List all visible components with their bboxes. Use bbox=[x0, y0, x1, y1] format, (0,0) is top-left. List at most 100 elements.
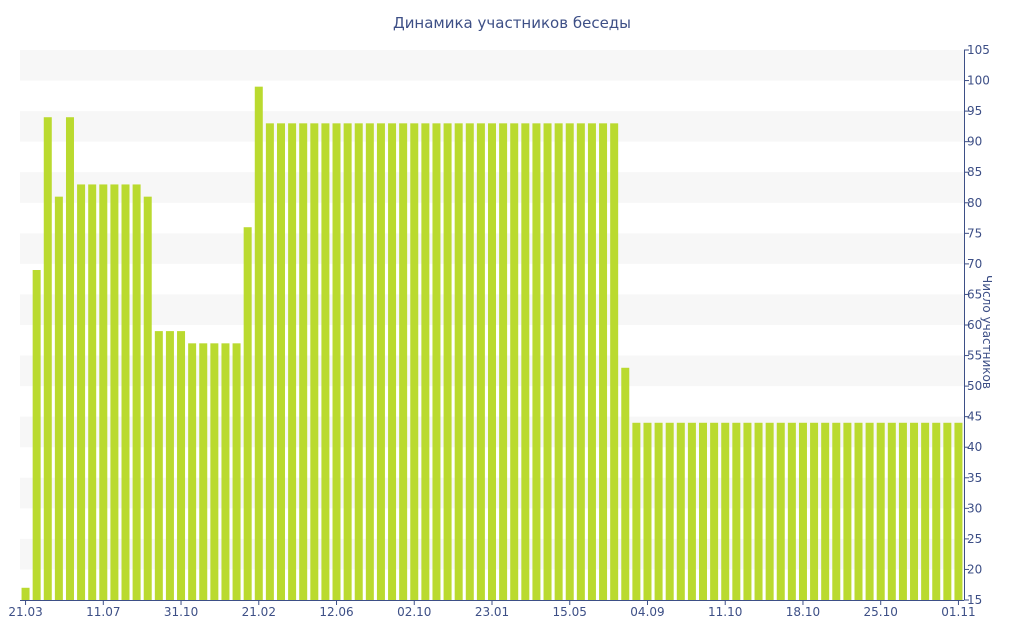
bar bbox=[332, 123, 341, 600]
bar bbox=[88, 184, 97, 600]
y-tick-label: 20 bbox=[967, 562, 982, 576]
bar bbox=[643, 422, 652, 600]
bar bbox=[310, 123, 319, 600]
bar bbox=[810, 422, 819, 600]
bar bbox=[276, 123, 285, 600]
bar bbox=[132, 184, 141, 600]
bar bbox=[221, 343, 230, 600]
bar bbox=[499, 123, 508, 600]
bar bbox=[488, 123, 496, 600]
x-tick-label: 01.11 bbox=[941, 605, 975, 619]
y-tick-label: 65 bbox=[967, 287, 982, 301]
y-tick-label: 95 bbox=[967, 104, 982, 118]
x-tick-label: 21.03 bbox=[8, 605, 42, 619]
bar bbox=[476, 123, 485, 600]
y-tick-label: 45 bbox=[967, 410, 982, 424]
x-tick-label: 31.10 bbox=[164, 605, 198, 619]
bar bbox=[154, 331, 163, 600]
bar bbox=[910, 422, 919, 600]
bar bbox=[232, 343, 241, 600]
bar bbox=[399, 123, 408, 600]
bar bbox=[254, 86, 263, 601]
x-tick-label: 11.07 bbox=[86, 605, 120, 619]
y-tick-label: 90 bbox=[967, 135, 982, 149]
bar bbox=[43, 117, 52, 600]
bar bbox=[421, 123, 430, 600]
bar bbox=[188, 343, 197, 600]
x-tick-label: 18.10 bbox=[786, 605, 820, 619]
bar bbox=[865, 422, 874, 600]
bar bbox=[721, 422, 730, 600]
bar bbox=[943, 422, 952, 600]
bar bbox=[432, 123, 441, 600]
bar bbox=[565, 123, 574, 600]
bar bbox=[532, 123, 541, 600]
bar bbox=[610, 123, 619, 600]
bar bbox=[410, 123, 419, 600]
bar bbox=[177, 331, 186, 600]
bar bbox=[165, 331, 174, 600]
y-tick-label: 35 bbox=[967, 471, 982, 485]
bar bbox=[765, 422, 774, 600]
y-tick-label: 25 bbox=[967, 532, 982, 546]
x-tick-label: 12.06 bbox=[319, 605, 353, 619]
y-tick-label: 100 bbox=[967, 74, 990, 88]
bar bbox=[587, 123, 596, 600]
bar bbox=[732, 422, 741, 600]
bar bbox=[821, 422, 830, 600]
bar bbox=[543, 123, 552, 600]
bar bbox=[65, 117, 74, 600]
bar bbox=[265, 123, 274, 600]
y-tick-label: 60 bbox=[967, 318, 982, 332]
bar bbox=[699, 422, 708, 600]
bar bbox=[832, 422, 841, 600]
bar bbox=[210, 343, 219, 600]
bar bbox=[321, 123, 330, 600]
y-tick-label: 85 bbox=[967, 165, 982, 179]
bar bbox=[510, 123, 519, 600]
x-tick-label: 04.09 bbox=[630, 605, 664, 619]
bar bbox=[787, 422, 796, 600]
bar bbox=[876, 422, 885, 600]
bar bbox=[365, 123, 374, 600]
bar bbox=[576, 123, 585, 600]
bar bbox=[954, 422, 963, 600]
bar bbox=[454, 123, 463, 600]
x-tick-label: 15.05 bbox=[553, 605, 587, 619]
bar bbox=[921, 422, 930, 600]
bar bbox=[243, 227, 252, 600]
bar bbox=[554, 123, 563, 600]
bar bbox=[143, 196, 152, 601]
bar bbox=[665, 422, 674, 600]
bar bbox=[776, 422, 785, 600]
bar bbox=[932, 422, 941, 600]
y-tick-label: 55 bbox=[967, 349, 982, 363]
x-axis: 21.03 11.07 31.10 21.02 12.06 02.10 23.01 15.05… bbox=[8, 600, 976, 619]
bars bbox=[21, 86, 963, 601]
bar bbox=[465, 123, 474, 600]
x-tick-label: 21.02 bbox=[242, 605, 276, 619]
bar bbox=[621, 367, 630, 600]
bar bbox=[710, 422, 719, 600]
y-tick-label: 105 bbox=[967, 43, 990, 57]
bar bbox=[121, 184, 130, 600]
y-tick-label: 50 bbox=[967, 379, 982, 393]
bar bbox=[443, 123, 452, 600]
bar bbox=[854, 422, 863, 600]
y-tick-label: 70 bbox=[967, 257, 982, 271]
x-tick-label: 25.10 bbox=[864, 605, 898, 619]
bar bbox=[654, 422, 663, 600]
grid-band bbox=[20, 50, 964, 81]
bar bbox=[54, 196, 63, 601]
bar bbox=[299, 123, 308, 600]
bar bbox=[798, 422, 807, 600]
y-tick-label: 80 bbox=[967, 196, 982, 210]
bar bbox=[521, 123, 530, 600]
bar bbox=[21, 587, 30, 600]
bar bbox=[288, 123, 297, 600]
bar bbox=[343, 123, 352, 600]
bar bbox=[376, 123, 385, 600]
bar bbox=[32, 270, 41, 600]
